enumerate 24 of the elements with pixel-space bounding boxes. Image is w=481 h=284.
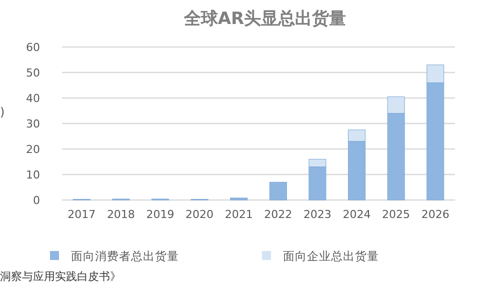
- y-tick-label: 10: [26, 168, 40, 182]
- y-tick-label: 60: [26, 41, 40, 54]
- x-tick-label: 2026: [421, 208, 450, 221]
- x-tick-label: 2021: [224, 208, 253, 221]
- x-tick-label: 2019: [146, 208, 174, 221]
- bar: [230, 198, 248, 200]
- x-tick-label: 2018: [106, 208, 135, 221]
- x-tick-label: 2017: [68, 208, 96, 221]
- legend-label: 面向消费者总出货量: [71, 249, 179, 263]
- y-tick-label: 40: [26, 92, 40, 105]
- x-tick-label: 2025: [382, 208, 410, 221]
- x-tick-label: 2024: [342, 208, 371, 221]
- y-tick-label: 50: [26, 66, 40, 80]
- bar: [269, 182, 287, 200]
- x-tick-label: 2022: [264, 208, 292, 221]
- y-axis-title: ): [0, 105, 5, 119]
- x-tick-label: 2020: [186, 208, 214, 221]
- text: 洞察与应用实践白皮书》: [0, 270, 121, 283]
- y-tick-label: 30: [26, 118, 40, 130]
- chart-title: 全球AR头显总出货量: [182, 9, 346, 29]
- legend-label: 面向企业总出货量: [283, 249, 379, 263]
- y-tick-label: 0: [33, 194, 40, 207]
- x-tick-label: 2023: [303, 208, 332, 221]
- y-tick-label: 20: [26, 143, 40, 156]
